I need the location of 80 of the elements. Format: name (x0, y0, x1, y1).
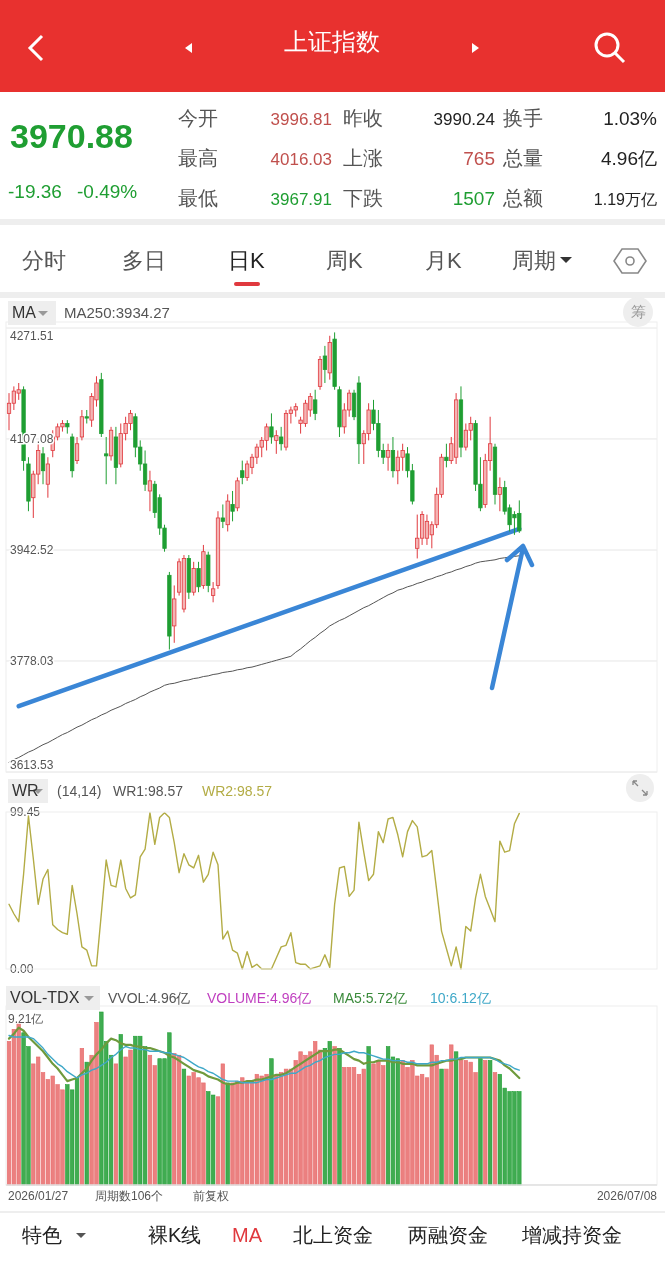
text: 最高 (178, 147, 218, 169)
text: WR1:98.57 (113, 783, 184, 799)
y-tick-label: 4271.51 (10, 329, 54, 343)
text: 2026/01/27 (8, 1189, 69, 1203)
text: 下跌 (343, 187, 383, 209)
text: 特色 (22, 1224, 62, 1246)
bar (113, 1063, 119, 1186)
text: 两融资金 (408, 1224, 488, 1246)
bar (147, 1054, 153, 1186)
text: MA5:5.72亿 (333, 990, 407, 1006)
y-tick-label: 0.00 (10, 962, 34, 976)
text: 765 (463, 148, 495, 169)
text: 换手 (503, 107, 543, 129)
bar (439, 1068, 444, 1186)
text: 1507 (452, 188, 495, 209)
bar (478, 1058, 483, 1186)
text: 上涨 (343, 147, 383, 169)
text: 筹 (630, 303, 646, 320)
text: 日K (228, 248, 265, 273)
text: (14,14) (57, 783, 102, 799)
text: WR2:98.57 (202, 783, 273, 799)
text: 多日 (122, 248, 166, 273)
text: 1.19万亿 (593, 191, 657, 208)
text: 最低 (178, 187, 218, 209)
text: 3967.91 (270, 190, 332, 209)
text: 4.96亿 (601, 148, 657, 169)
bar (492, 1072, 498, 1186)
text: 1.03% (603, 108, 658, 129)
text: 总量 (502, 147, 543, 169)
text: -19.36 (8, 181, 62, 202)
bar (74, 1077, 80, 1186)
bar (79, 1048, 84, 1186)
text: 2026/07/08 (596, 1189, 658, 1203)
bar (488, 1060, 493, 1186)
text: 月K (425, 248, 462, 273)
bar (118, 1034, 123, 1186)
bar (458, 1060, 464, 1186)
bar (337, 1048, 342, 1186)
text: 今开 (178, 107, 218, 129)
bar (483, 1060, 488, 1186)
y-tick-label: 99.45 (10, 805, 41, 819)
text: WR (12, 782, 39, 799)
text: 昨收 (343, 107, 383, 129)
text: 周期数106个 (95, 1189, 164, 1203)
bar (454, 1051, 459, 1186)
bar (269, 1058, 274, 1186)
bar (283, 1068, 289, 1186)
text: 周K (326, 248, 363, 273)
text: 分时 (22, 248, 66, 273)
y-tick-label: 3613.53 (10, 758, 54, 772)
text: 上证指数 (284, 28, 380, 55)
y-tick-label: 3778.03 (10, 654, 54, 668)
text: 前复权 (193, 1189, 229, 1203)
annotation: 9.21亿 (8, 1012, 44, 1026)
text: MA250:3934.27 (64, 304, 170, 321)
text: 3990.24 (433, 110, 495, 129)
text: 北上资金 (293, 1224, 373, 1246)
bar (225, 1082, 230, 1186)
text: MA (232, 1224, 263, 1246)
text: -0.49% (77, 181, 138, 202)
bar (84, 1061, 89, 1186)
text: MA (12, 304, 37, 321)
bar (332, 1046, 337, 1186)
bar (220, 1063, 225, 1186)
text: VOL-TDX (10, 989, 80, 1006)
bar (351, 1067, 357, 1186)
text: 10:6.12亿 (430, 990, 491, 1006)
text: VVOL:4.96亿 (108, 990, 191, 1006)
y-tick-label: 3942.52 (10, 543, 54, 557)
text: 4016.03 (270, 150, 332, 169)
text: 增减持资金 (521, 1224, 622, 1246)
bar (385, 1046, 391, 1186)
text: VOLUME:4.96亿 (207, 990, 312, 1006)
text: 3970.88 (10, 117, 133, 155)
text: 裸K线 (148, 1224, 202, 1246)
text: 总额 (502, 187, 543, 209)
bar (366, 1046, 371, 1186)
text: 周期 (512, 248, 556, 273)
text: 3996.81 (270, 110, 332, 129)
bar (181, 1068, 187, 1186)
